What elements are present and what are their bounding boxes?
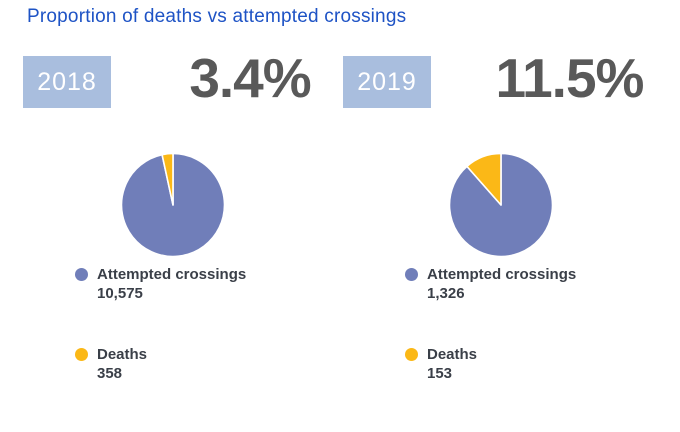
legend-item-deaths: Deaths 358 xyxy=(75,345,246,383)
crossings-bullet-icon xyxy=(405,268,418,281)
panel-2019: 2019 11.5% Attempted crossings 1,326 Dea… xyxy=(340,0,680,432)
legend-value: 358 xyxy=(97,365,123,382)
legend-value: 10,575 xyxy=(97,285,143,302)
legend-item-crossings: Attempted crossings 10,575 xyxy=(75,265,246,303)
legend-label: Deaths xyxy=(427,346,478,363)
panel-2018: 2018 3.4% Attempted crossings 10,575 Dea… xyxy=(23,50,312,425)
legend-value: 1,326 xyxy=(427,285,465,302)
pie-chart-2019 xyxy=(448,152,554,258)
legend-value: 153 xyxy=(427,365,453,382)
proportion-value-2019: 11.5% xyxy=(495,47,645,109)
legend-text: Attempted crossings 10,575 xyxy=(97,265,246,303)
proportion-value-2018: 3.4% xyxy=(189,47,311,109)
legend-label: Deaths xyxy=(97,346,148,363)
legend-text: Deaths 358 xyxy=(97,345,147,383)
legend-2019: Attempted crossings 1,326 Deaths 153 xyxy=(405,265,576,425)
deaths-bullet-icon xyxy=(75,348,88,361)
year-badge-2019: 2019 xyxy=(343,56,431,108)
year-badge-2018: 2018 xyxy=(23,56,111,108)
page-title: Proportion of deaths vs attempted crossi… xyxy=(27,6,407,27)
legend-text: Attempted crossings 1,326 xyxy=(427,265,576,303)
deaths-bullet-icon xyxy=(405,348,418,361)
legend-label: Attempted crossings xyxy=(97,266,247,283)
pie-chart-2018 xyxy=(120,152,226,258)
legend-item-crossings: Attempted crossings 1,326 xyxy=(405,265,576,303)
legend-2018: Attempted crossings 10,575 Deaths 358 xyxy=(75,265,246,425)
crossings-bullet-icon xyxy=(75,268,88,281)
legend-text: Deaths 153 xyxy=(427,345,477,383)
legend-label: Attempted crossings xyxy=(427,266,577,283)
legend-item-deaths: Deaths 153 xyxy=(405,345,576,383)
